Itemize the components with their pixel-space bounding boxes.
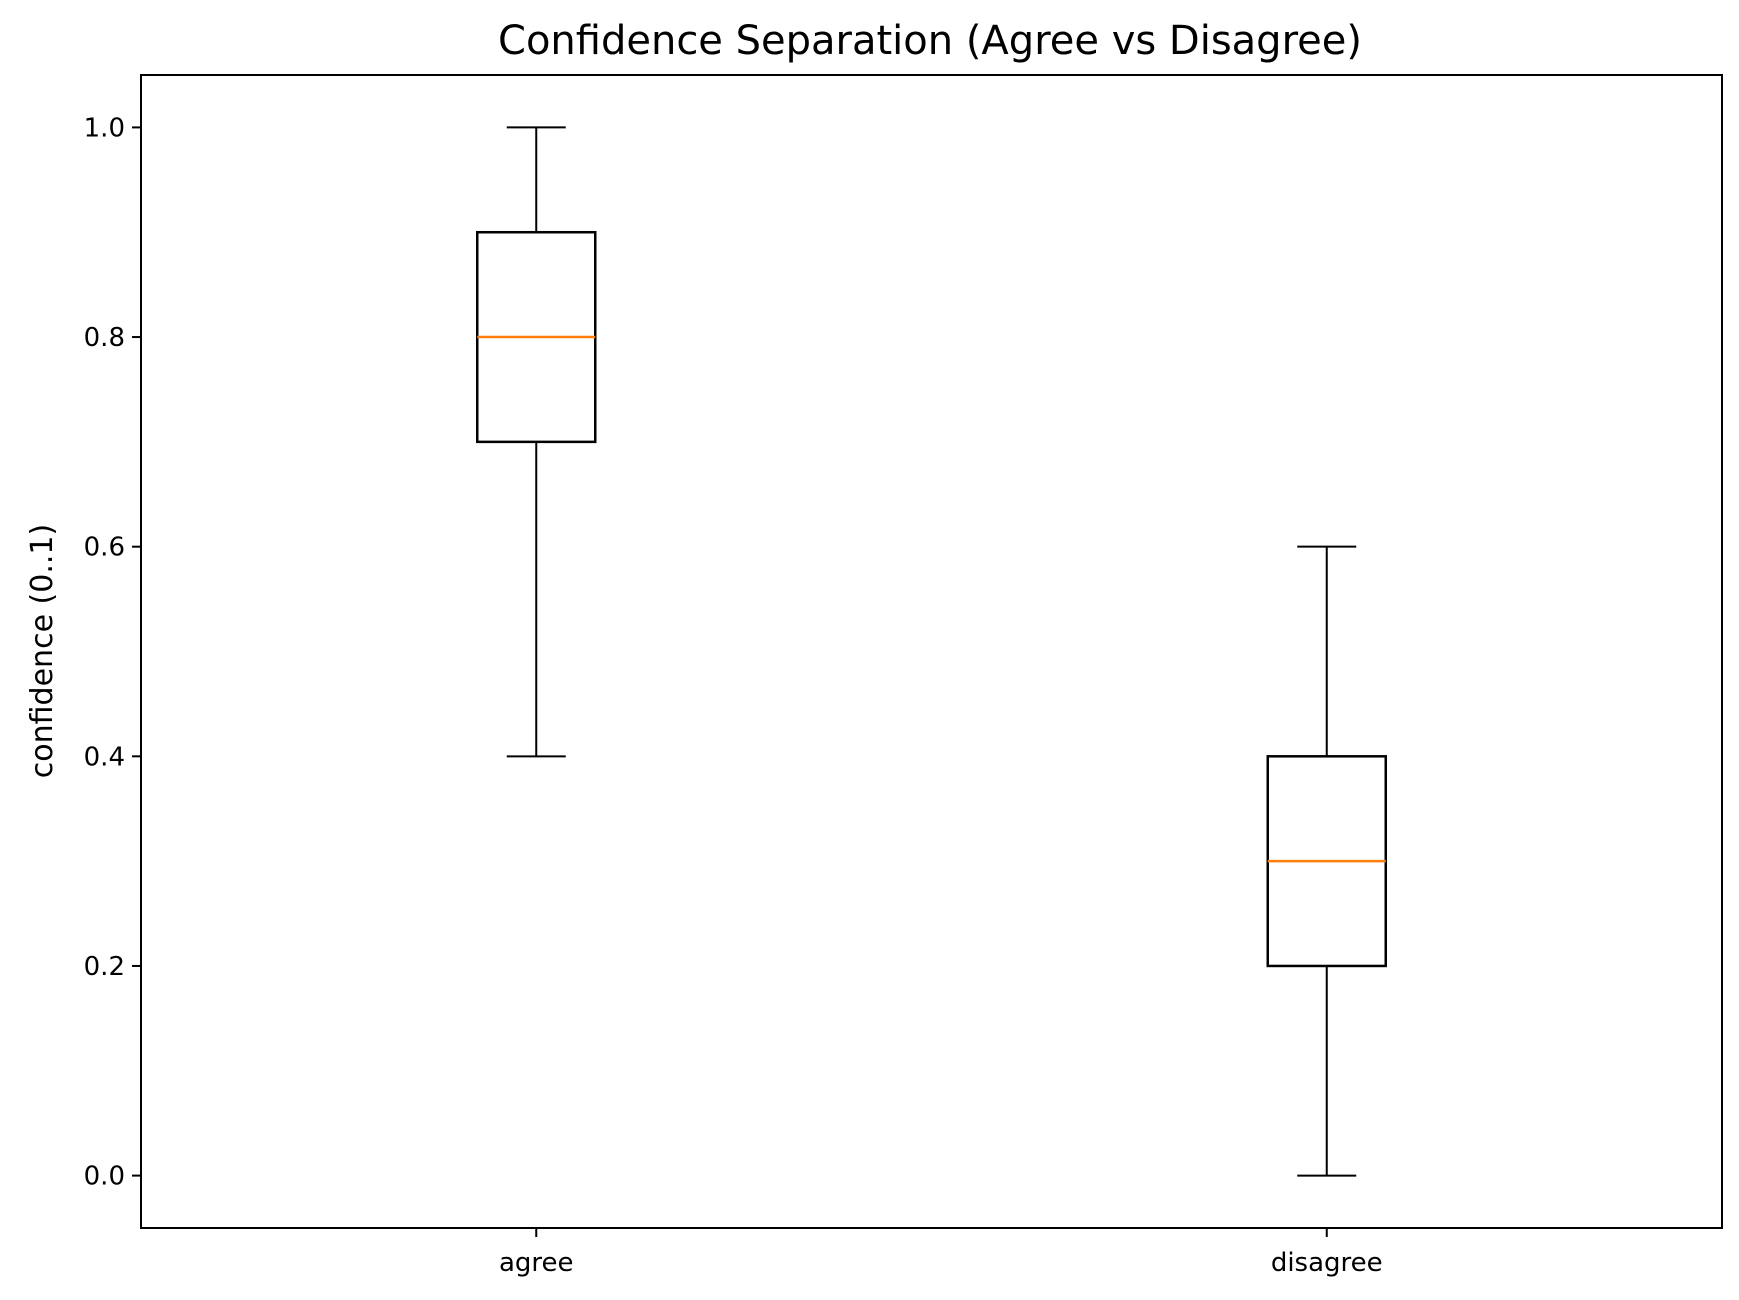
y-tick-label: 0.4 <box>84 742 125 772</box>
y-axis-label: confidence (0..1) <box>25 524 60 778</box>
x-tick-label: agree <box>499 1248 574 1278</box>
box-group-disagree <box>1266 545 1387 1177</box>
x-axis: agree disagree <box>499 1228 1383 1278</box>
axes-frame <box>140 74 1723 1229</box>
chart-title: Confidence Separation (Agree vs Disagree… <box>498 18 1362 64</box>
box-group-agree <box>476 126 597 758</box>
y-tick-label: 0.6 <box>84 533 125 563</box>
y-axis: 0.0 0.2 0.4 0.6 0.8 1.0 <box>84 113 141 1192</box>
y-tick-label: 0.8 <box>84 323 125 353</box>
x-tick-label: disagree <box>1271 1248 1383 1278</box>
y-tick-label: 0.2 <box>84 952 125 982</box>
plot-area <box>476 126 1387 1177</box>
y-tick-label: 0.0 <box>84 1162 125 1192</box>
y-tick-label: 1.0 <box>84 113 125 143</box>
